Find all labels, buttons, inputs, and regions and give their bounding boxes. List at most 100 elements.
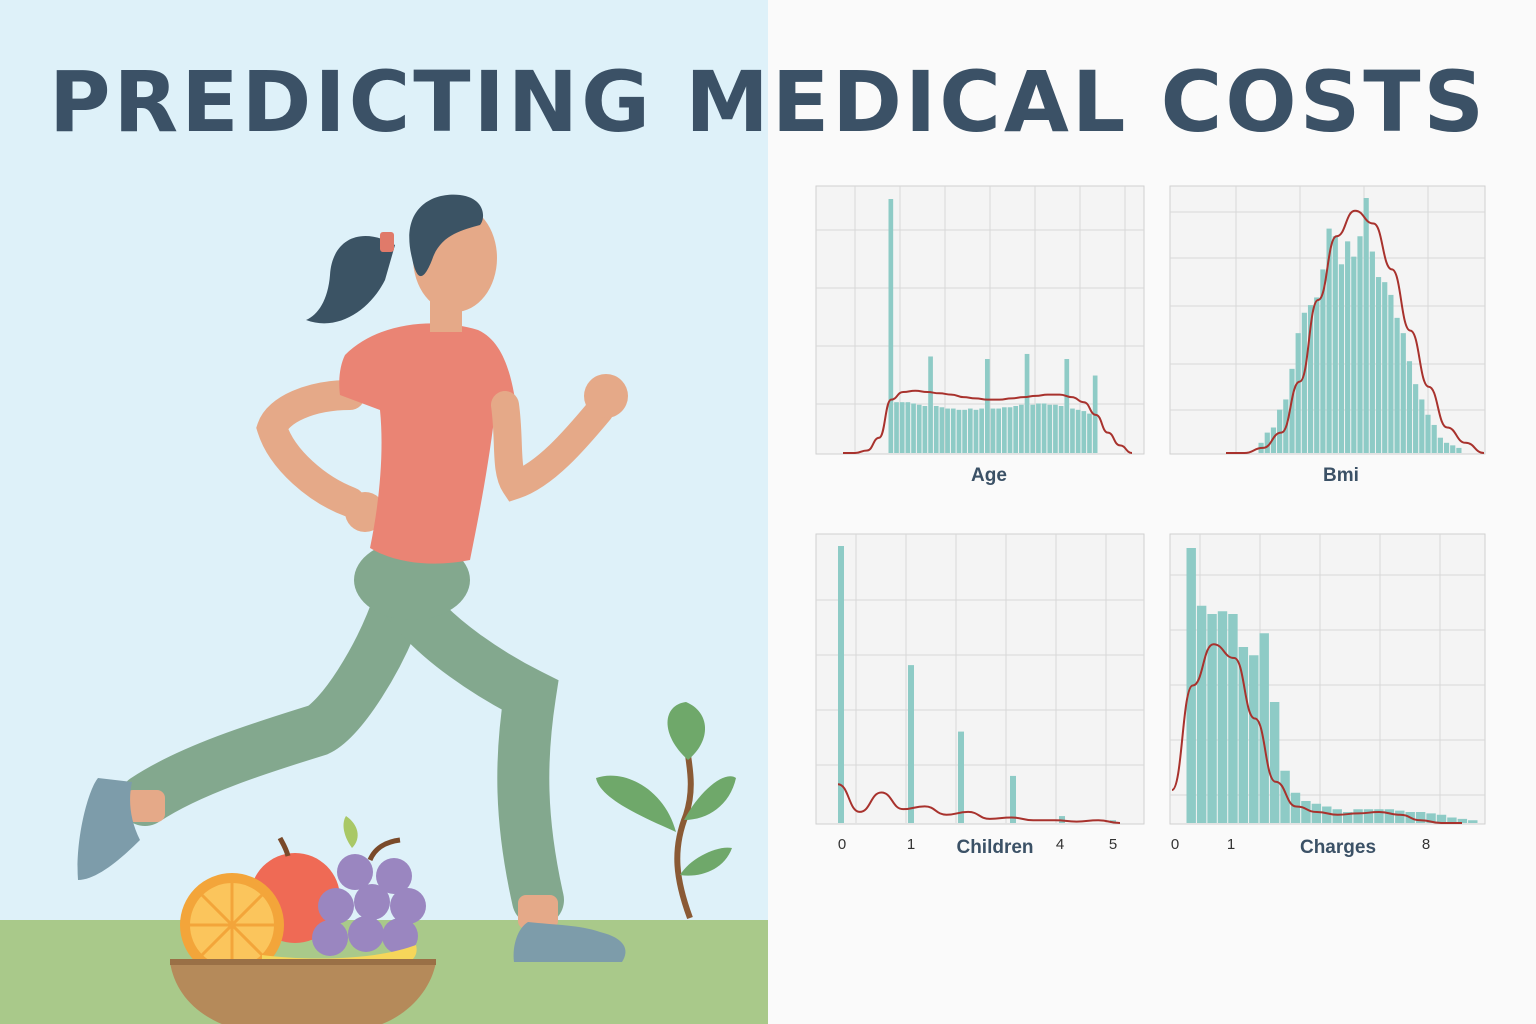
histogram-bar <box>1369 251 1375 453</box>
histogram-bar <box>1269 702 1280 823</box>
histogram-bar <box>838 546 844 823</box>
histogram-bar <box>1363 198 1369 453</box>
histogram-bar <box>1013 406 1019 453</box>
histogram-bar <box>1457 818 1468 823</box>
children-tick-1: 1 <box>907 836 915 853</box>
histogram-bar <box>1450 445 1456 453</box>
histogram-bar <box>1374 809 1384 823</box>
histogram-bar <box>1070 408 1075 453</box>
histogram-bar <box>1338 264 1345 453</box>
histogram-bar <box>1196 605 1207 823</box>
histogram-bar <box>1406 361 1413 453</box>
charges-tick-0: 0 <box>1171 836 1179 853</box>
histogram-bar <box>1019 404 1024 453</box>
histogram-bar <box>1064 359 1070 453</box>
charges-tick-8: 8 <box>1422 836 1430 853</box>
histogram-bar <box>962 409 967 453</box>
histogram-bar <box>1447 817 1457 823</box>
fruit-bowl-icon <box>170 816 436 1024</box>
histogram-bar <box>1394 317 1400 453</box>
histogram-bar <box>1207 614 1217 823</box>
histogram-bar <box>1375 277 1382 453</box>
histogram-bar <box>1388 294 1394 453</box>
charges-axis-label: Charges <box>1300 837 1376 858</box>
histogram-bar <box>899 402 905 453</box>
histogram-bar <box>1058 406 1064 453</box>
histogram-bar <box>945 408 950 453</box>
histogram-bar <box>1384 809 1395 823</box>
histogram-bar <box>1036 403 1041 453</box>
histogram-bar <box>1290 792 1301 823</box>
histogram-bar <box>967 408 973 453</box>
histogram-bar <box>1413 384 1419 453</box>
charges-tick-1: 1 <box>1227 836 1235 853</box>
histogram-bar <box>1277 409 1283 453</box>
children-tick-5: 5 <box>1109 836 1117 853</box>
histogram-bar <box>1002 407 1007 453</box>
histogram-bar <box>911 403 916 453</box>
histogram-bar <box>1081 411 1087 453</box>
histogram-bar <box>1320 269 1326 453</box>
histogram-bar <box>1326 228 1332 453</box>
histogram-bar <box>1351 256 1357 453</box>
children-tick-4: 4 <box>1056 836 1064 853</box>
histogram-bar <box>1289 368 1295 453</box>
histogram-bar <box>1437 437 1443 453</box>
histogram-bar <box>939 407 945 453</box>
histogram-bar <box>1342 812 1353 823</box>
histogram-bar <box>1353 809 1363 823</box>
histogram-bar <box>1249 655 1259 823</box>
histogram-bar <box>1436 814 1447 823</box>
histogram-bar <box>1443 442 1450 453</box>
kde-line <box>1171 643 1462 825</box>
histogram-bar <box>894 402 899 453</box>
histogram-bar <box>1301 312 1307 453</box>
histogram-bar <box>996 408 1002 453</box>
kde-line <box>837 783 1121 824</box>
charts-panel <box>768 0 1536 1024</box>
histogram-bar <box>922 406 928 453</box>
histogram-bar <box>1264 432 1270 453</box>
histogram-bar <box>1357 236 1363 453</box>
runner-woman-icon <box>77 194 628 962</box>
histogram-bar <box>1425 414 1431 453</box>
histogram-bar <box>1307 305 1314 453</box>
histogram-bar <box>1363 809 1374 823</box>
histogram-bar <box>984 359 990 453</box>
histogram-bar <box>1030 404 1036 453</box>
histogram-bar <box>1395 810 1405 823</box>
histogram-bar <box>1431 424 1437 453</box>
histogram-bar <box>1075 409 1081 453</box>
histogram-bar <box>933 406 939 453</box>
histogram-bar <box>990 408 996 453</box>
histogram-bar <box>1419 399 1425 453</box>
histogram-bar <box>888 199 894 453</box>
histogram-bar <box>1047 404 1053 453</box>
histogram-bar <box>1053 404 1058 453</box>
illustration-svg <box>77 194 736 1024</box>
histogram-bar <box>1280 770 1290 823</box>
kde-line <box>843 389 1133 454</box>
histogram-bar <box>1456 447 1462 453</box>
bmi-axis-label: Bmi <box>1323 465 1359 486</box>
histogram-bar <box>1087 413 1092 453</box>
histogram-bar <box>1217 611 1228 823</box>
histogram-bar <box>1007 407 1013 453</box>
kde-line <box>1226 209 1485 454</box>
histogram-bar <box>1024 353 1030 453</box>
histogram-bar <box>956 409 962 453</box>
histogram-bar <box>1295 333 1301 453</box>
histogram-bar <box>1228 614 1238 823</box>
histogram-bar <box>1238 647 1249 823</box>
histogram-bar <box>1270 427 1277 453</box>
children-tick-0: 0 <box>838 836 846 853</box>
children-axis-label: Children <box>956 837 1033 858</box>
histogram-bar <box>973 409 979 453</box>
histogram-bar <box>1345 241 1351 453</box>
histogram-bar <box>1322 806 1332 823</box>
histogram-bar <box>908 665 914 823</box>
plant-sprout-icon <box>596 702 736 920</box>
histogram-bar <box>950 408 956 453</box>
histogram-bar <box>1314 297 1320 453</box>
